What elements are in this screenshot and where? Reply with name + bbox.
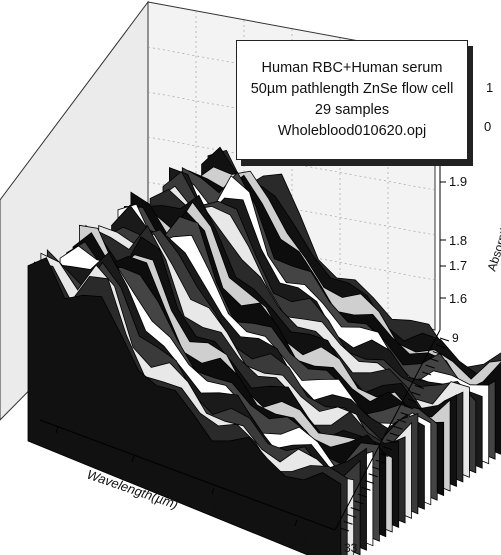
annotation-box: Human RBC+Human serum 50µm pathlength Zn… (236, 40, 468, 160)
y-tick (343, 520, 353, 525)
gridline (147, 136, 436, 191)
y-tick (350, 507, 360, 512)
y-tick (354, 500, 364, 505)
z-tick-label: 1.9 (449, 174, 467, 189)
z-tick-label: 0 (484, 119, 491, 134)
y-tick (364, 480, 375, 484)
y-tick (357, 493, 368, 498)
y-tick (436, 344, 446, 349)
x-tick-label: 10 (293, 532, 309, 548)
y-tick (429, 357, 439, 362)
y-tick (400, 412, 410, 417)
z-tick-label: 1 (486, 80, 493, 95)
surface-ribbons (27, 146, 501, 555)
y-tick (375, 459, 385, 464)
z-tick-label: 1.8 (449, 233, 467, 248)
annotation-line: 50µm pathlength ZnSe flow cell (250, 81, 454, 97)
y-tick (371, 466, 382, 471)
x-tick-label: 7 (58, 434, 66, 450)
y-tick-label: 9 (452, 331, 459, 345)
y-tick (432, 351, 443, 356)
y-tick (346, 513, 357, 518)
x-tick-label: 9 (210, 499, 218, 515)
z-tick-label: 1.6 (449, 291, 467, 306)
y-tick (386, 439, 396, 444)
y-tick (389, 432, 400, 437)
y-tick (421, 371, 432, 376)
x-tick (211, 487, 215, 495)
y-tick (339, 527, 350, 532)
y-tick (361, 486, 371, 491)
annotation-line: 29 samples (314, 102, 390, 118)
y-tick (407, 398, 418, 403)
y-tick (382, 446, 393, 451)
x-tick (55, 426, 59, 434)
z-tick-label: 1.7 (449, 258, 467, 273)
y-tick (379, 452, 389, 457)
y-tick (414, 385, 425, 389)
y-tick-label: 33 (344, 541, 358, 555)
y-tick (368, 473, 378, 478)
y-tick (425, 364, 435, 369)
y-tick (404, 405, 414, 410)
y-axis-line (334, 329, 441, 531)
y-tick (439, 337, 450, 342)
x-tick (131, 455, 135, 463)
sample-ribbon (27, 257, 342, 555)
x-tick (294, 519, 298, 527)
y-tick (396, 418, 407, 423)
annotation-line: Wholeblood010620.opj (277, 123, 427, 139)
z-axis-title: Absorption (485, 214, 501, 273)
y-tick (411, 391, 421, 396)
y-tick (418, 378, 428, 383)
annotation-line: Human RBC+Human serum (261, 60, 443, 76)
y-tick-labels (339, 337, 450, 532)
x-axis-line (39, 419, 336, 531)
x-tick-label: 8 (129, 464, 137, 480)
y-tick (393, 425, 403, 430)
